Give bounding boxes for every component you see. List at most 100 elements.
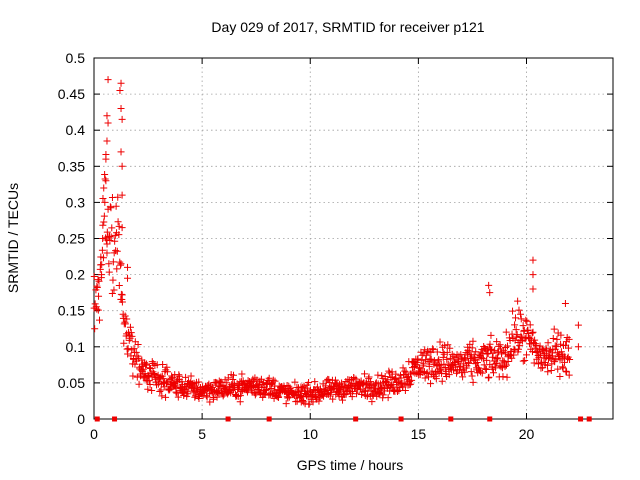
data-point: [132, 348, 140, 356]
data-point: [94, 416, 100, 422]
data-point: [195, 378, 203, 386]
data-point: [512, 314, 520, 322]
data-point: [557, 331, 565, 339]
data-point: [222, 385, 230, 393]
data-point: [105, 268, 113, 276]
data-point: [100, 184, 108, 192]
data-point: [545, 347, 553, 355]
data-point: [322, 382, 330, 390]
data-point: [558, 363, 566, 371]
data-point: [277, 389, 285, 397]
data-point: [499, 373, 507, 381]
data-point: [175, 371, 183, 379]
data-point: [443, 348, 451, 356]
data-point: [98, 271, 106, 279]
data-point: [217, 378, 225, 386]
data-point: [93, 283, 101, 291]
data-point: [219, 381, 227, 389]
y-axis-label: SRMTID / TECUs: [5, 183, 21, 293]
data-point: [99, 221, 107, 229]
data-point: [118, 224, 126, 232]
data-point: [470, 354, 478, 362]
data-point: [113, 265, 121, 273]
data-point: [123, 345, 131, 353]
data-point: [408, 376, 416, 384]
data-point: [438, 377, 446, 385]
data-point: [91, 325, 99, 333]
data-point: [522, 351, 530, 359]
data-point: [467, 368, 475, 376]
data-point: [139, 365, 147, 373]
data-point: [486, 340, 494, 348]
data-point: [262, 387, 270, 395]
data-point: [251, 391, 259, 399]
data-point: [213, 393, 221, 401]
data-point: [384, 394, 392, 402]
data-point: [429, 345, 437, 353]
data-point: [143, 360, 151, 368]
data-point: [144, 385, 152, 393]
data-point: [511, 321, 519, 329]
data-point: [565, 335, 573, 343]
data-point: [435, 356, 443, 364]
data-point: [234, 385, 242, 393]
data-point: [502, 328, 510, 336]
data-point: [159, 361, 167, 369]
data-point: [156, 388, 164, 396]
data-point: [90, 272, 98, 280]
data-point: [417, 348, 425, 356]
data-point: [392, 370, 400, 378]
data-point: [517, 315, 525, 323]
data-point: [311, 378, 319, 386]
data-point: [129, 372, 137, 380]
data-point: [100, 218, 108, 226]
x-tick-label: 10: [302, 426, 318, 442]
data-point: [223, 379, 231, 387]
data-point: [401, 387, 409, 395]
data-point: [114, 218, 122, 226]
data-point: [123, 315, 131, 323]
data-point: [482, 365, 490, 373]
y-tick-label: 0.35: [58, 158, 85, 174]
data-point: [427, 380, 435, 388]
data-point: [163, 368, 171, 376]
data-point: [517, 332, 525, 340]
data-point: [423, 347, 431, 355]
data-point: [465, 348, 473, 356]
data-point: [461, 368, 469, 376]
data-point: [479, 355, 487, 363]
data-point: [117, 260, 125, 268]
data-point: [410, 362, 418, 370]
data-point: [172, 388, 180, 396]
data-point: [377, 385, 385, 393]
data-point: [420, 360, 428, 368]
data-point: [451, 359, 459, 367]
data-point: [146, 380, 154, 388]
y-tick-label: 0.15: [58, 303, 85, 319]
data-point: [102, 155, 110, 163]
data-point: [135, 354, 143, 362]
data-point: [171, 382, 179, 390]
data-point: [398, 416, 404, 422]
data-point: [563, 334, 571, 342]
data-point: [103, 240, 111, 248]
data-point: [561, 299, 569, 307]
data-point: [187, 372, 195, 380]
data-point: [468, 344, 476, 352]
data-point: [374, 371, 382, 379]
data-point: [117, 79, 125, 87]
data-point: [115, 282, 123, 290]
data-point: [485, 281, 493, 289]
data-point: [99, 194, 107, 202]
data-point: [481, 365, 489, 373]
data-point: [547, 367, 555, 374]
data-point: [238, 370, 246, 378]
y-tick-label: 0.1: [66, 339, 86, 355]
data-point: [118, 115, 126, 123]
data-point: [484, 374, 492, 382]
data-point: [553, 335, 561, 343]
data-point: [109, 276, 117, 284]
data-point: [469, 378, 477, 386]
data-point: [112, 247, 120, 255]
data-point: [529, 271, 537, 279]
